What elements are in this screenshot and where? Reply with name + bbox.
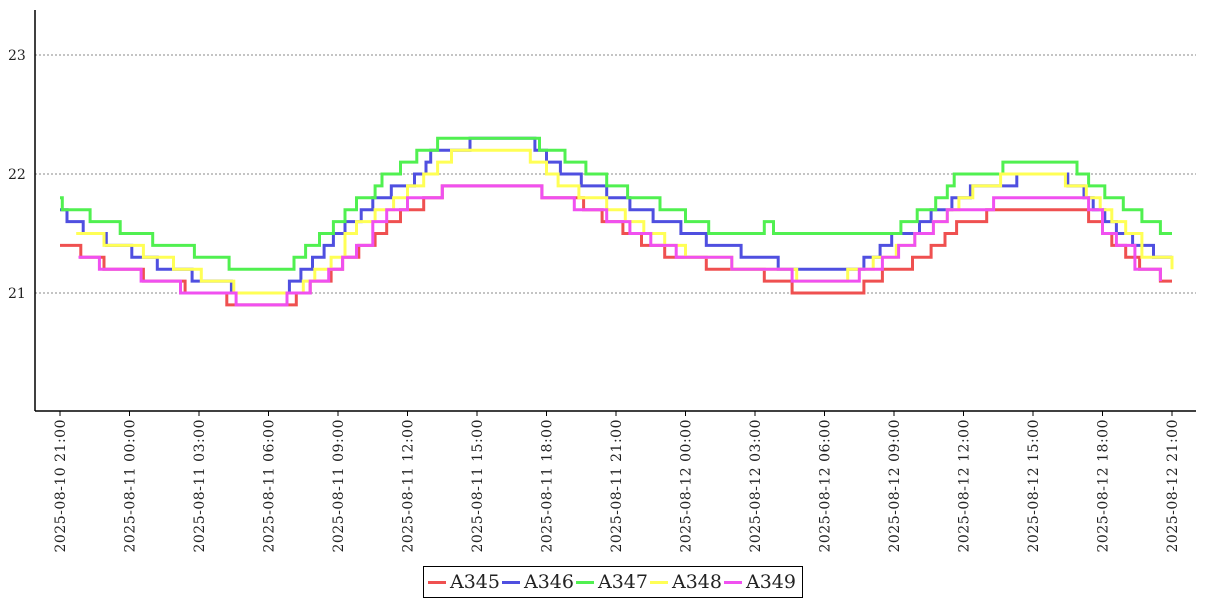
legend-label: A347 — [598, 571, 648, 593]
x-tick-label: 2025-08-11 12:00 — [401, 419, 417, 553]
legend-item-a348: A348 — [650, 571, 722, 593]
series-line-a349 — [78, 184, 1162, 307]
y-tick-label: 21 — [8, 286, 26, 302]
legend: A345 A346 A347 A348 A349 — [423, 566, 803, 598]
legend-label: A345 — [450, 571, 500, 593]
x-tick-label: 2025-08-12 09:00 — [887, 419, 903, 553]
legend-item-a346: A346 — [502, 571, 574, 593]
x-tick-label: 2025-08-12 03:00 — [748, 419, 764, 553]
legend-item-a345: A345 — [428, 571, 500, 593]
series-line-a347 — [60, 136, 1172, 271]
legend-label: A349 — [746, 571, 796, 593]
x-tick-labels: 2025-08-10 21:00 2025-08-11 00:00 2025-08-… — [53, 411, 1181, 553]
series-lines — [60, 136, 1174, 307]
legend-label: A348 — [672, 571, 722, 593]
x-tick-label: 2025-08-11 00:00 — [123, 419, 139, 553]
legend-swatch — [502, 580, 520, 584]
x-tick-label: 2025-08-10 21:00 — [53, 419, 69, 553]
series-line-a348 — [76, 148, 1174, 295]
x-tick-label: 2025-08-11 09:00 — [331, 419, 347, 553]
legend-swatch — [576, 580, 594, 584]
legend-swatch — [650, 580, 668, 584]
series-line-a345 — [60, 184, 1172, 307]
legend-item-a349: A349 — [724, 571, 796, 593]
y-tick-label: 23 — [8, 48, 26, 64]
x-tick-label: 2025-08-12 12:00 — [957, 419, 973, 553]
x-tick-label: 2025-08-11 06:00 — [262, 419, 278, 553]
legend-swatch — [724, 580, 742, 584]
y-tick-label: 22 — [8, 167, 26, 183]
legend-item-a347: A347 — [576, 571, 648, 593]
x-tick-label: 2025-08-11 18:00 — [540, 419, 556, 553]
x-tick-label: 2025-08-11 15:00 — [470, 419, 486, 553]
legend-label: A346 — [524, 571, 574, 593]
x-tick-label: 2025-08-12 06:00 — [818, 419, 834, 553]
x-tick-label: 2025-08-12 15:00 — [1026, 419, 1042, 553]
x-tick-label: 2025-08-11 21:00 — [609, 419, 625, 553]
x-tick-label: 2025-08-12 00:00 — [679, 419, 695, 553]
x-tick-label: 2025-08-12 21:00 — [1165, 419, 1181, 553]
series-line-a346 — [60, 136, 1172, 295]
y-tick-labels: 21 22 23 — [8, 48, 26, 302]
x-tick-label: 2025-08-11 03:00 — [192, 419, 208, 553]
x-tick-label: 2025-08-12 18:00 — [1096, 419, 1112, 553]
legend-swatch — [428, 580, 446, 584]
